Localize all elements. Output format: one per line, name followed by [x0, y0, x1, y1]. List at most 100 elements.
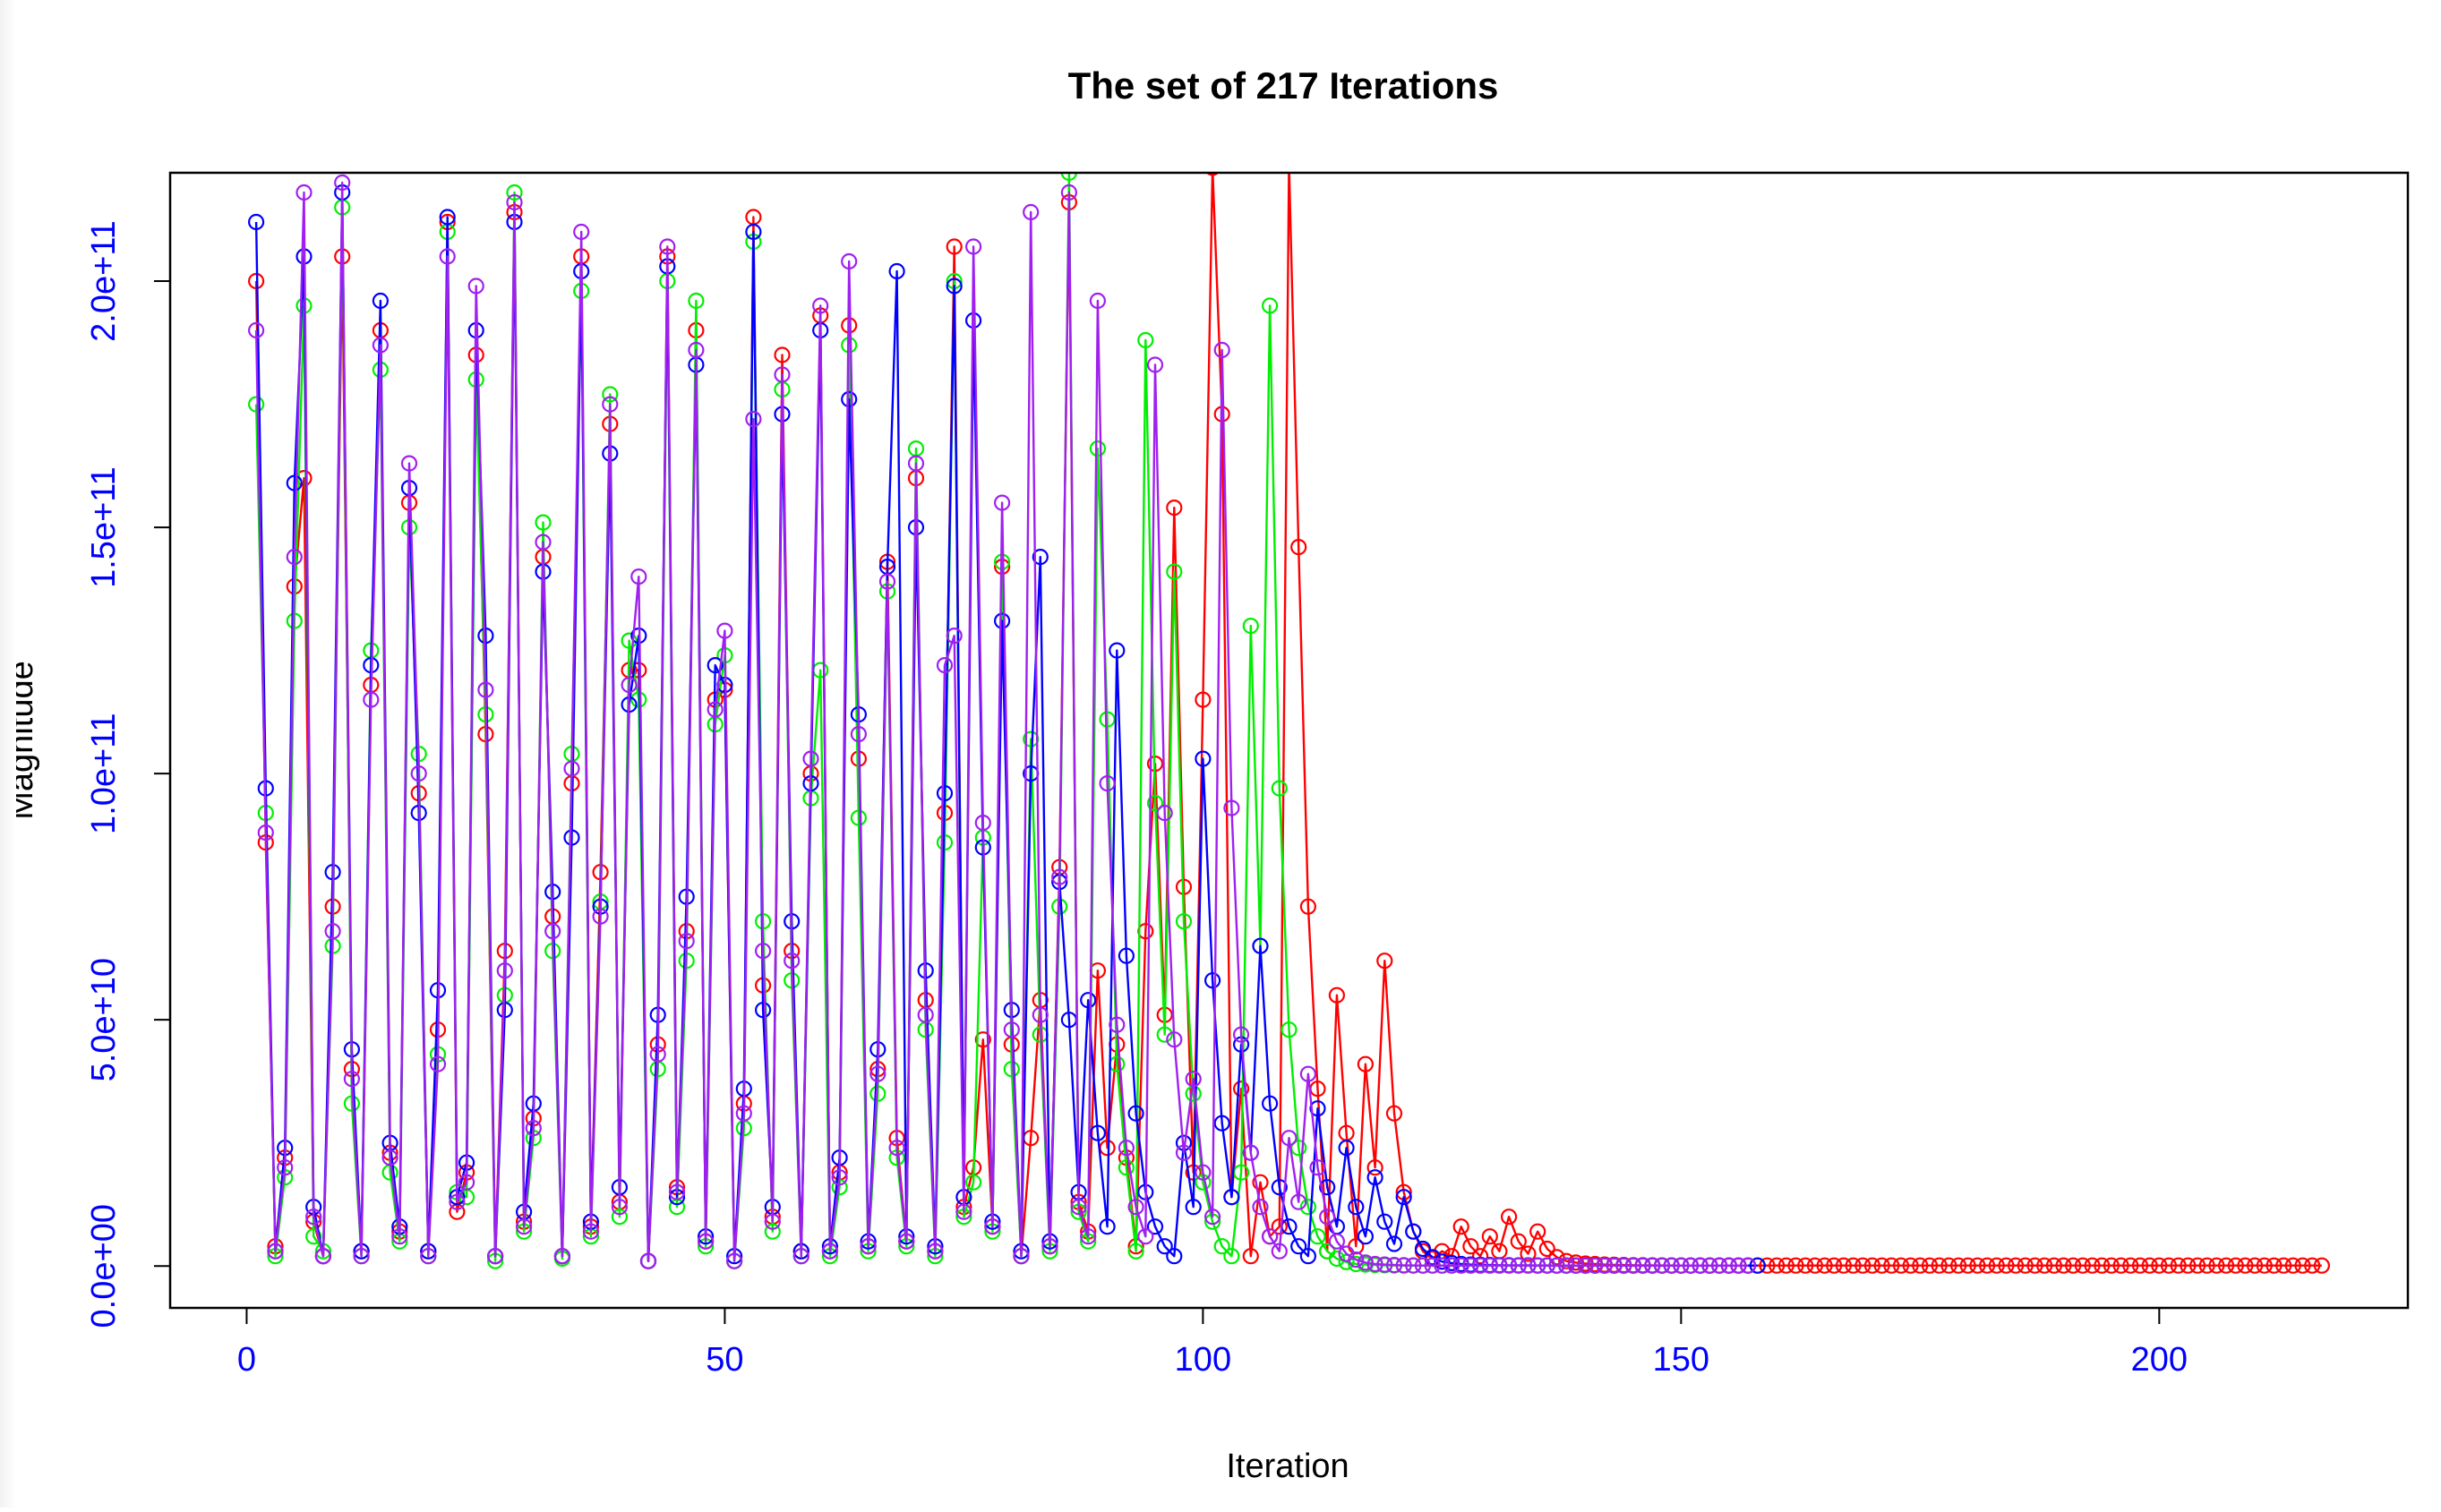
data-point [1175, 1144, 1193, 1161]
data-point [1099, 774, 1116, 792]
data-point [535, 534, 552, 551]
window-edge-shadow [0, 0, 16, 1508]
data-point [1146, 356, 1164, 373]
data-point [1710, 1257, 1728, 1274]
x-tick-label: 200 [2131, 1341, 2188, 1379]
data-point [1366, 1159, 1383, 1176]
data-point [1213, 341, 1230, 359]
data-point [1156, 1026, 1173, 1043]
data-point [1252, 1199, 1269, 1216]
data-point [964, 1174, 982, 1191]
data-point [611, 1209, 629, 1226]
data-point [535, 514, 552, 531]
data-point [1883, 1257, 1900, 1274]
data-point [964, 238, 982, 255]
data-point [1328, 1250, 1346, 1268]
data-point [449, 1193, 466, 1210]
data-point [678, 933, 695, 950]
data-point [1118, 947, 1135, 964]
data-point [1127, 1243, 1144, 1260]
data-point [1481, 1228, 1498, 1245]
data-point [506, 184, 523, 201]
data-point [878, 573, 896, 590]
data-point [1271, 1179, 1288, 1196]
data-point [802, 750, 819, 767]
data-point [1137, 1228, 1154, 1245]
data-point [659, 238, 676, 255]
data-point [1232, 1026, 1250, 1043]
data-point [707, 701, 724, 718]
data-point [1845, 1257, 1862, 1274]
data-point [1023, 203, 1040, 221]
data-point [1777, 1257, 1794, 1274]
x-axis-label: Iteration [1226, 1448, 1349, 1485]
data-point [1319, 1209, 1336, 1226]
data-point [716, 622, 733, 639]
data-point [725, 1252, 743, 1269]
data-point [1720, 1257, 1737, 1274]
data-point [831, 1169, 848, 1186]
data-point [668, 1183, 686, 1200]
data-point [1080, 992, 1097, 1009]
data-point [439, 248, 456, 265]
data-point [764, 1223, 781, 1240]
data-point [1146, 794, 1164, 812]
data-point [1060, 184, 1078, 201]
data-point [1099, 711, 1116, 728]
data-point [630, 568, 647, 585]
y-tick-label: 2.0e+11 [85, 220, 123, 342]
data-point [649, 1046, 666, 1063]
data-point [1089, 440, 1107, 457]
data-point [2151, 1257, 2168, 1274]
plot-frame [168, 171, 2410, 1310]
data-point [1127, 1105, 1144, 1122]
data-point [784, 952, 801, 970]
data-point [1195, 691, 1212, 708]
data-point [267, 1243, 284, 1260]
data-point [1299, 1248, 1317, 1265]
data-point [334, 174, 351, 192]
data-point [1787, 1257, 1804, 1274]
data-point [1166, 499, 1183, 517]
data-point [2122, 1257, 2139, 1274]
data-point [993, 612, 1011, 629]
data-point [860, 1238, 877, 1255]
data-point [1271, 1243, 1288, 1260]
x-tick-label: 150 [1653, 1341, 1709, 1379]
data-point [1109, 642, 1126, 659]
data-point [936, 784, 954, 802]
data-point [277, 1159, 294, 1176]
data-point [1252, 937, 1269, 954]
data-point [1414, 1257, 1432, 1274]
data-point [1558, 1252, 1575, 1269]
data-point [1826, 1257, 1843, 1274]
data-point [1634, 1257, 1651, 1274]
data-point [888, 262, 905, 280]
series-layer [248, 173, 2330, 1274]
data-point [946, 278, 963, 295]
data-point [907, 455, 925, 472]
data-point [1328, 1233, 1346, 1250]
data-point [2180, 1257, 2197, 1274]
data-point [1538, 1257, 1555, 1274]
data-point [2112, 1257, 2129, 1274]
data-point [1070, 1199, 1087, 1216]
data-point [1606, 1257, 1623, 1274]
data-point [2036, 1257, 2053, 1274]
data-point [1242, 1144, 1259, 1161]
data-point [993, 494, 1011, 511]
data-point [324, 923, 341, 940]
data-point [1166, 1248, 1183, 1265]
data-point [1759, 1257, 1776, 1274]
data-point [602, 386, 619, 403]
data-point [1452, 1218, 1469, 1235]
data-point [1376, 952, 1393, 970]
data-point [984, 1218, 1001, 1235]
data-point [2103, 1257, 2120, 1274]
data-point [1348, 1199, 1365, 1216]
data-point [553, 1248, 571, 1265]
data-point [1290, 1238, 1307, 1255]
data-point [1280, 1130, 1298, 1147]
data-point [688, 341, 705, 359]
